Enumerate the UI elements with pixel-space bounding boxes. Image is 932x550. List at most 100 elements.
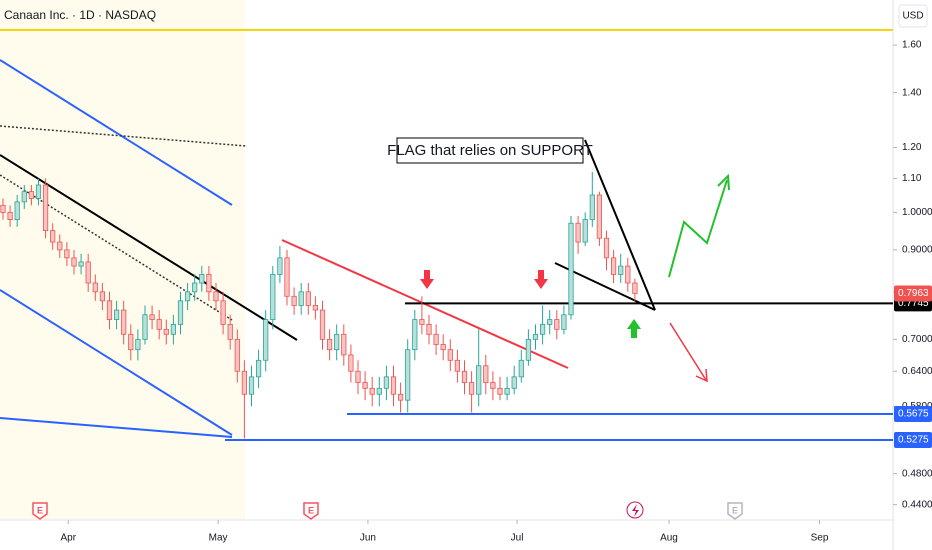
- candle-body: [540, 324, 546, 335]
- x-tick-label: Jul: [511, 533, 524, 544]
- candle-body: [632, 282, 638, 294]
- channel-line: [0, 417, 233, 438]
- arrow-head: [695, 368, 708, 383]
- x-tick-label: Apr: [61, 533, 77, 544]
- candle-body: [355, 370, 361, 383]
- candle-body: [106, 300, 113, 320]
- candle-body: [21, 191, 27, 203]
- event-label: E: [732, 505, 738, 515]
- y-tick-label: 1.40: [902, 87, 922, 98]
- price-label: 0.7745: [898, 298, 929, 309]
- candle-body: [92, 282, 98, 293]
- candle-body: [376, 387, 382, 395]
- candle-body: [348, 354, 354, 372]
- candle-body: [326, 338, 333, 351]
- channel-line: [0, 59, 233, 206]
- candle-body: [50, 230, 56, 243]
- candle-body: [42, 184, 49, 232]
- y-tick-label: 0.9000: [902, 245, 932, 256]
- candle-body: [419, 319, 425, 325]
- last-price-box: [894, 285, 932, 302]
- candle-body: [35, 184, 42, 199]
- candle-body: [504, 387, 510, 395]
- x-tick-label: Sep: [811, 533, 829, 544]
- price-label: 0.5675: [898, 409, 929, 420]
- price-label-box: [894, 432, 932, 449]
- event-icon: [303, 502, 319, 520]
- price-label: 0.5275: [898, 435, 929, 446]
- candle-body: [369, 387, 375, 395]
- candle-body: [603, 237, 610, 259]
- candle-body: [99, 291, 105, 302]
- candle-body: [255, 359, 262, 378]
- candle-body: [135, 338, 141, 351]
- candle-body: [298, 291, 304, 306]
- candle-body: [113, 309, 120, 320]
- candle-body: [71, 257, 77, 267]
- candle-body: [383, 376, 389, 389]
- candle-body: [483, 365, 489, 383]
- candle-body: [305, 291, 311, 306]
- y-tick-label: 1.0000: [902, 207, 932, 218]
- candle-body: [57, 241, 63, 251]
- candle-body: [220, 300, 226, 325]
- candle-body: [582, 219, 588, 243]
- event-label: E: [37, 505, 43, 515]
- candle-body: [611, 257, 617, 275]
- candle-body: [447, 349, 453, 361]
- y-tick-label: 0.6400: [902, 366, 932, 377]
- candle-body: [177, 300, 184, 325]
- candle-body: [518, 359, 524, 378]
- candle-body: [589, 194, 595, 220]
- candle-body: [554, 319, 560, 330]
- down-arrow: [534, 270, 548, 289]
- bear-path: [669, 322, 707, 381]
- candle-body: [170, 324, 176, 335]
- candle-body: [476, 365, 482, 395]
- candle-body: [362, 382, 368, 389]
- candle-body: [7, 211, 13, 220]
- candle-body: [121, 309, 127, 335]
- candle-body: [525, 338, 532, 361]
- candle-body: [213, 291, 219, 302]
- candle-body: [156, 319, 162, 330]
- annotation: FLAG that relies on SUPPORT: [387, 142, 593, 159]
- candle-body: [284, 257, 290, 297]
- candle-body: [625, 265, 631, 284]
- candle-body: [490, 382, 496, 389]
- candle-body: [468, 382, 475, 395]
- event-label: E: [308, 505, 314, 515]
- candle-body: [291, 295, 297, 306]
- candle-body: [14, 201, 20, 220]
- y-tick-label: 1.10: [902, 173, 922, 184]
- drawings: [0, 59, 730, 438]
- candle-body: [405, 349, 411, 401]
- candle-body: [0, 204, 6, 213]
- candle-body: [312, 305, 318, 311]
- channel-line: [0, 289, 233, 436]
- candle-body: [341, 333, 347, 356]
- candle-body: [532, 333, 539, 340]
- candle-body: [263, 319, 269, 361]
- candle-body: [270, 274, 276, 320]
- candle-body: [248, 376, 255, 395]
- candle-body: [64, 249, 70, 259]
- last-price-label: 0.7963: [898, 288, 929, 299]
- bull-path: [668, 179, 728, 278]
- candle-body: [454, 359, 460, 372]
- up-arrow: [627, 319, 641, 338]
- annotation-box: [396, 137, 584, 164]
- candle-body: [85, 261, 91, 284]
- candle-body: [390, 376, 397, 395]
- x-tick-label: Aug: [660, 533, 678, 544]
- highlight-range: [0, 0, 245, 520]
- x-tick-label: May: [209, 533, 228, 544]
- y-tick-label: 1.60: [902, 40, 922, 51]
- candle-body: [426, 324, 432, 335]
- candle-body: [497, 387, 503, 395]
- candle-body: [128, 333, 134, 351]
- candle-body: [319, 309, 326, 340]
- trend-line: [0, 154, 298, 341]
- down-arrow: [420, 270, 434, 289]
